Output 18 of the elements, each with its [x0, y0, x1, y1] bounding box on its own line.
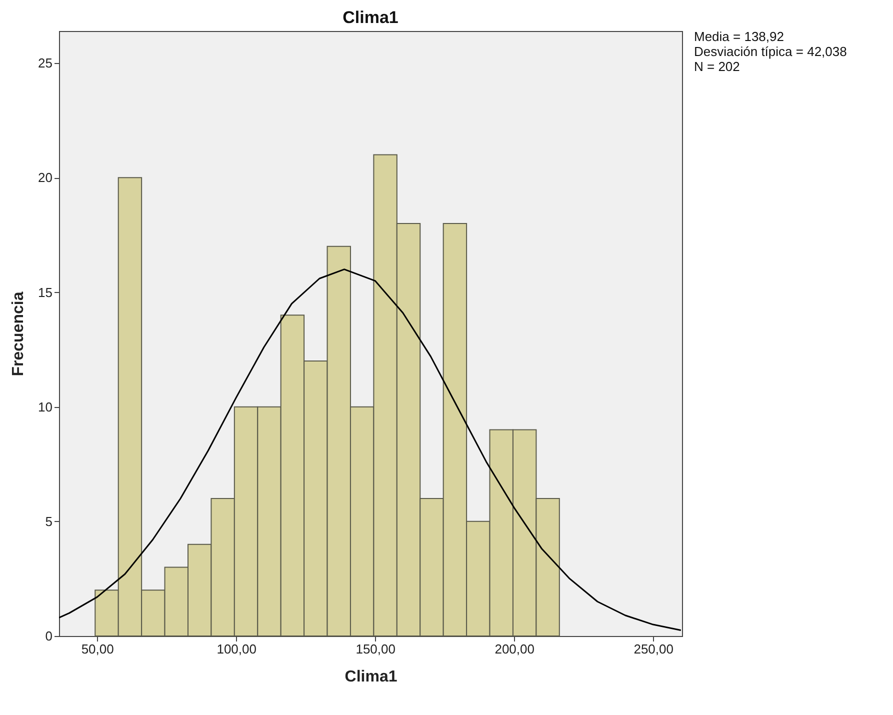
chart-title: Clima1: [342, 8, 398, 27]
y-tick-label: 25: [38, 56, 52, 71]
x-tick-label: 100,00: [216, 642, 256, 656]
x-tick-label: 50,00: [81, 642, 114, 656]
text: Media = 138,92: [694, 29, 784, 44]
y-tick-label: 15: [38, 284, 52, 300]
x-axis-title: Clima1: [344, 668, 398, 686]
y-tick-label: 0: [45, 628, 52, 644]
line-series: [59, 268, 682, 632]
x-tick-label: 150,00: [356, 642, 396, 656]
y-tick-label: 20: [38, 170, 52, 186]
x-tick-label: 250,00: [634, 642, 674, 656]
y-axis-title: Frecuencia: [10, 292, 28, 376]
y-tick-label: 10: [38, 399, 52, 414]
text: Desviación típica = 42,038: [694, 44, 847, 59]
x-tick-label: 200,00: [494, 642, 534, 656]
text: N = 202: [694, 59, 740, 74]
y-tick-label: 5: [45, 514, 52, 529]
